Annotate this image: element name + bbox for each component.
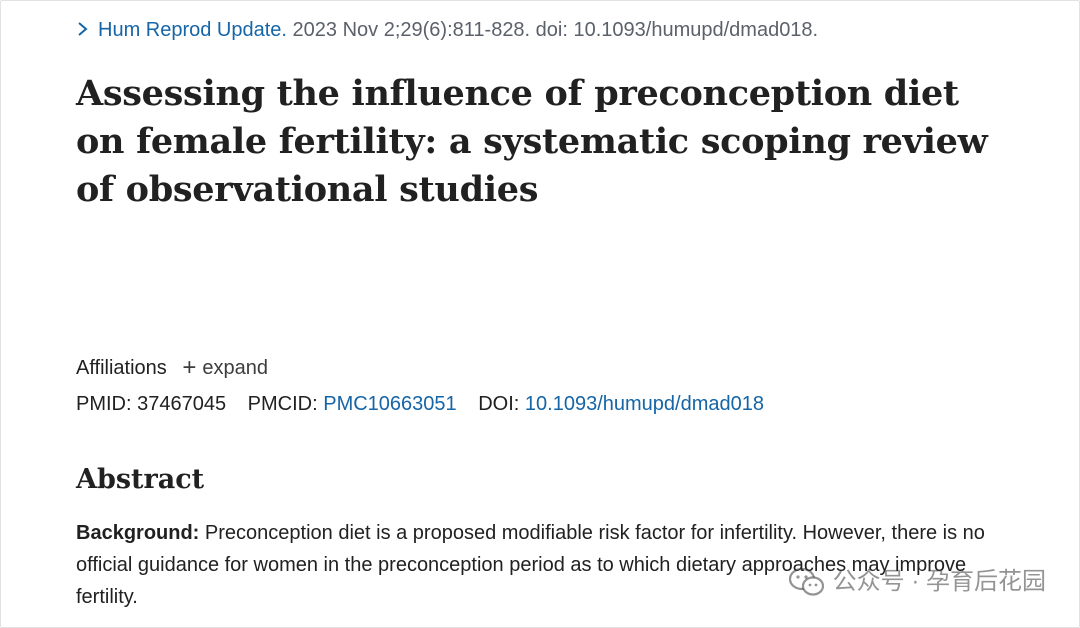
expand-affiliations-button[interactable]: + expand: [182, 354, 268, 381]
watermark-text: 公众号 · 孕育后花园: [832, 568, 1046, 595]
pmcid-group: PMCID: PMC10663051: [248, 393, 457, 415]
doi-group: DOI: 10.1093/humupd/dmad018: [478, 393, 764, 415]
journal-link[interactable]: Hum Reprod Update.: [98, 19, 287, 41]
plus-icon: +: [182, 354, 197, 381]
abstract-heading: Abstract: [76, 464, 205, 495]
pmid-label: PMID:: [76, 393, 132, 415]
expand-label: expand: [202, 357, 268, 379]
chevron-right-icon[interactable]: [76, 18, 94, 44]
citation-line: Hum Reprod Update. 2023 Nov 2;29(6):811-…: [76, 17, 818, 44]
pmid-group: PMID: 37467045: [76, 393, 226, 415]
background-text: Preconception diet is a proposed modifia…: [76, 522, 985, 608]
background-label: Background:: [76, 522, 200, 544]
doi-link[interactable]: 10.1093/humupd/dmad018: [524, 393, 765, 415]
identifiers-row: PMID: 37467045 PMCID: PMC10663051 DOI: 1…: [76, 391, 764, 417]
pmid-value: 37467045: [137, 393, 227, 415]
wechat-icon: [788, 567, 824, 596]
citation-details: 2023 Nov 2;29(6):811-828. doi: 10.1093/h…: [292, 19, 819, 41]
pmcid-link[interactable]: PMC10663051: [323, 393, 457, 415]
affiliations-row: Affiliations + expand: [76, 355, 268, 381]
article-title: Assessing the influence of preconception…: [76, 73, 988, 210]
abstract-background: Background: Preconception diet is a prop…: [76, 517, 1026, 613]
watermark: 公众号 · 孕育后花园: [788, 566, 1046, 598]
doi-label: DOI:: [478, 393, 520, 415]
pmcid-label: PMCID:: [247, 393, 318, 415]
affiliations-label: Affiliations: [76, 357, 167, 379]
